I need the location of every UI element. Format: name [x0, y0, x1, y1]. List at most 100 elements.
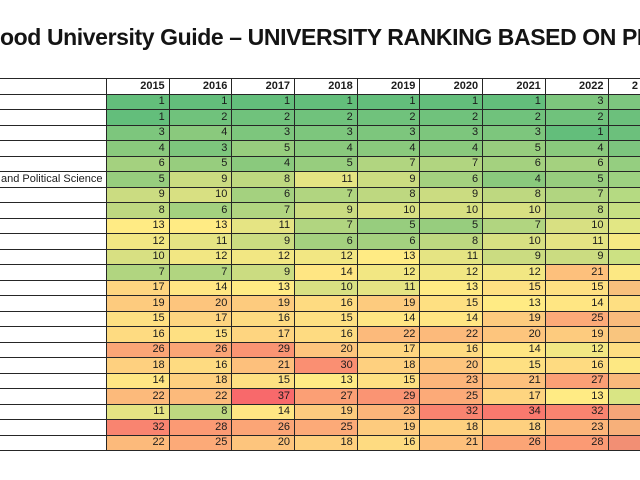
- rank-cell: 3: [232, 125, 296, 141]
- rank-cell: 8: [232, 172, 296, 188]
- rank-cell: 9: [545, 249, 609, 265]
- header-year-2021: 2021: [483, 79, 546, 95]
- header-year-2017: 2017: [232, 79, 296, 95]
- rank-cell: 2: [420, 110, 484, 126]
- rank-cell: 15: [483, 358, 546, 374]
- rank-cell: 17: [232, 327, 296, 343]
- rank-cell: 4: [545, 141, 609, 157]
- header-year-2015: 2015: [107, 79, 170, 95]
- rank-cell: 3: [545, 94, 609, 110]
- rank-cell: 17: [357, 342, 421, 358]
- ranking-table: 2015 2016 2017 2018 2019 2020 2021 2022 2 1 1 1 1 1 1 1…: [0, 78, 640, 451]
- table-row: 13 13 11 7 5 5 7 10: [0, 218, 640, 234]
- rank-cell: 15: [107, 311, 170, 327]
- rank-cell: 2: [169, 110, 233, 126]
- rank-cell: 18: [169, 373, 233, 389]
- rank-cell: 22: [107, 435, 170, 451]
- rank-cell: 19: [357, 420, 421, 436]
- rank-cell: 1: [107, 110, 170, 126]
- rank-cell: 25: [420, 389, 484, 405]
- rank-cell: 7: [169, 265, 233, 281]
- university-label: [0, 280, 107, 296]
- rank-cell: 3: [295, 125, 358, 141]
- rank-cell: 14: [295, 265, 358, 281]
- table-header-row: 2015 2016 2017 2018 2019 2020 2021 2022 2: [0, 79, 640, 95]
- rank-cell-clipped: [608, 125, 640, 141]
- rank-cell: 2: [232, 110, 296, 126]
- rank-cell: 6: [295, 234, 358, 250]
- rank-cell: 3: [420, 125, 484, 141]
- header-year-2020: 2020: [420, 79, 484, 95]
- rank-cell: 2: [295, 110, 358, 126]
- rank-cell: 4: [232, 156, 296, 172]
- rank-cell-clipped: [608, 420, 640, 436]
- rank-cell: 16: [295, 327, 358, 343]
- rank-cell: 11: [107, 404, 170, 420]
- table-row: 10 12 12 12 13 11 9 9: [0, 249, 640, 265]
- university-label: and Political Science: [0, 172, 107, 188]
- rank-cell: 6: [357, 234, 421, 250]
- rank-cell: 10: [169, 187, 233, 203]
- table-row: 9 10 6 7 8 9 8 7: [0, 187, 640, 203]
- rank-cell: 9: [232, 265, 296, 281]
- rank-cell: 11: [232, 218, 296, 234]
- rank-cell: 5: [357, 218, 421, 234]
- rank-cell: 4: [169, 125, 233, 141]
- rank-cell-clipped: [608, 311, 640, 327]
- rank-cell: 12: [232, 249, 296, 265]
- rank-cell: 15: [545, 280, 609, 296]
- rank-cell: 1: [420, 94, 484, 110]
- university-label: [0, 389, 107, 405]
- rank-cell: 15: [232, 373, 296, 389]
- rank-cell: 2: [545, 110, 609, 126]
- rank-cell: 2: [357, 110, 421, 126]
- rank-cell: 20: [232, 435, 296, 451]
- university-label: [0, 296, 107, 312]
- rank-cell: 13: [232, 280, 296, 296]
- rank-cell: 13: [169, 218, 233, 234]
- rank-cell: 5: [545, 172, 609, 188]
- rank-cell: 9: [483, 249, 546, 265]
- rank-cell: 23: [357, 404, 421, 420]
- rank-cell-clipped: [608, 389, 640, 405]
- table-row: 11 8 14 19 23 32 34 32: [0, 404, 640, 420]
- university-label: [0, 234, 107, 250]
- rank-cell: 8: [107, 203, 170, 219]
- rank-cell: 9: [169, 172, 233, 188]
- rank-cell: 12: [483, 265, 546, 281]
- rank-cell: 6: [483, 156, 546, 172]
- university-label: [0, 404, 107, 420]
- rank-cell: 37: [232, 389, 296, 405]
- rank-cell: 1: [107, 94, 170, 110]
- rank-cell: 4: [483, 172, 546, 188]
- rank-cell: 5: [295, 156, 358, 172]
- rank-cell: 21: [232, 358, 296, 374]
- table-row: 16 15 17 16 22 22 20 19: [0, 327, 640, 343]
- rank-cell: 28: [545, 435, 609, 451]
- rank-cell: 29: [232, 342, 296, 358]
- rank-cell: 23: [420, 373, 484, 389]
- rank-cell: 19: [295, 404, 358, 420]
- rank-cell: 11: [545, 234, 609, 250]
- rank-cell-clipped: [608, 249, 640, 265]
- rank-cell: 7: [232, 203, 296, 219]
- rank-cell: 7: [420, 156, 484, 172]
- rank-cell-clipped: [608, 141, 640, 157]
- rank-cell: 16: [420, 342, 484, 358]
- table-row: 32 28 26 25 19 18 18 23: [0, 420, 640, 436]
- university-label: [0, 358, 107, 374]
- rank-cell-clipped: [608, 187, 640, 203]
- rank-cell: 19: [357, 296, 421, 312]
- rank-cell: 16: [232, 311, 296, 327]
- rank-cell-clipped: [608, 203, 640, 219]
- rank-cell: 32: [107, 420, 170, 436]
- rank-cell: 23: [545, 420, 609, 436]
- rank-cell-clipped: [608, 373, 640, 389]
- rank-cell: 12: [169, 249, 233, 265]
- university-label: [0, 218, 107, 234]
- rank-cell-clipped: [608, 404, 640, 420]
- rank-cell: 5: [420, 218, 484, 234]
- university-label: [0, 435, 107, 451]
- rank-cell: 25: [169, 435, 233, 451]
- rank-cell: 8: [483, 187, 546, 203]
